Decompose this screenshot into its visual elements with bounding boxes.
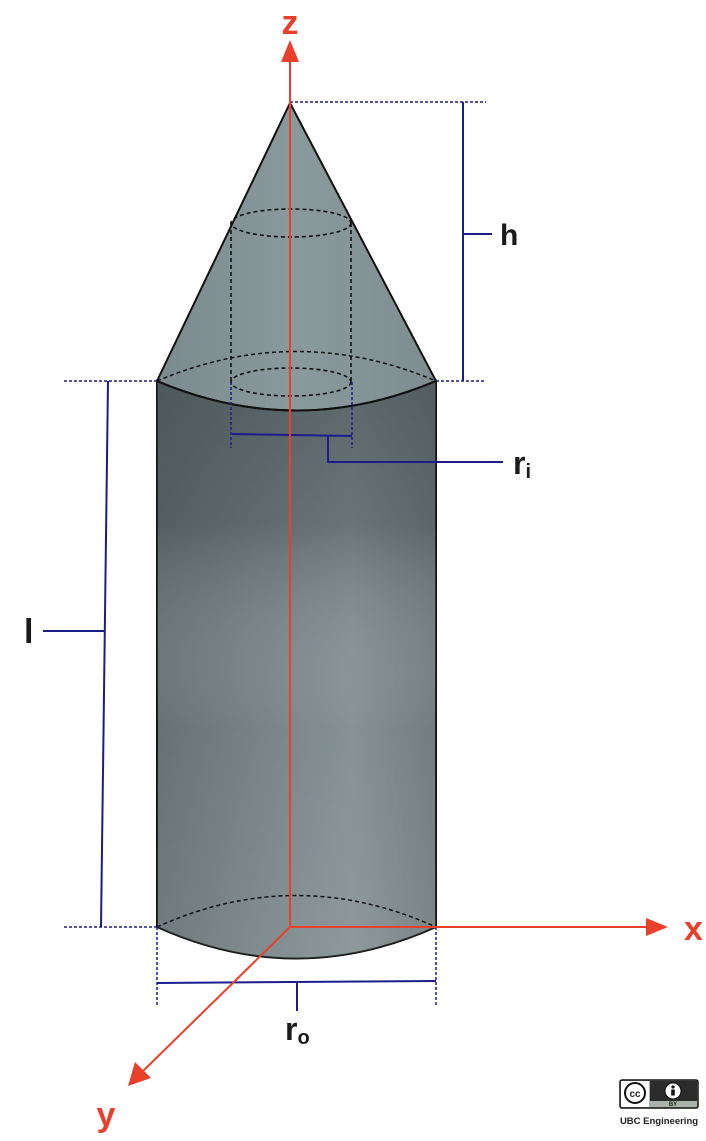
axes bbox=[128, 40, 668, 1086]
cc-by-license-badge: cc BY UBC Engineering bbox=[619, 1079, 699, 1127]
x-axis-arrowhead bbox=[646, 918, 668, 936]
dim-label-h: h bbox=[500, 219, 518, 252]
y-axis bbox=[141, 926, 291, 1073]
dim-label-ro: ro bbox=[285, 1011, 310, 1049]
y-axis-label: y bbox=[97, 1096, 116, 1134]
y-axis-arrowhead bbox=[128, 1062, 151, 1086]
x-axis-label: x bbox=[684, 910, 703, 948]
z-axis-arrowhead bbox=[281, 40, 299, 62]
z-axis-label: z bbox=[282, 4, 299, 42]
dimension-lines bbox=[43, 101, 503, 1011]
dim-label-l: l bbox=[24, 613, 33, 651]
cylinder-bottom-hidden-edge bbox=[156, 894, 437, 928]
cylinder-shading bbox=[157, 381, 436, 959]
cone-base-hidden-edge bbox=[156, 350, 437, 382]
dim-label-ri: ri bbox=[513, 445, 531, 483]
cylinder-top-front-edge bbox=[156, 380, 437, 412]
cone bbox=[155, 100, 438, 412]
cc-icon bbox=[624, 1082, 646, 1104]
license-org-label: UBC Engineering bbox=[620, 1116, 698, 1127]
svg-text:cc: cc bbox=[629, 1089, 641, 1100]
svg-text:BY: BY bbox=[669, 1102, 677, 1108]
